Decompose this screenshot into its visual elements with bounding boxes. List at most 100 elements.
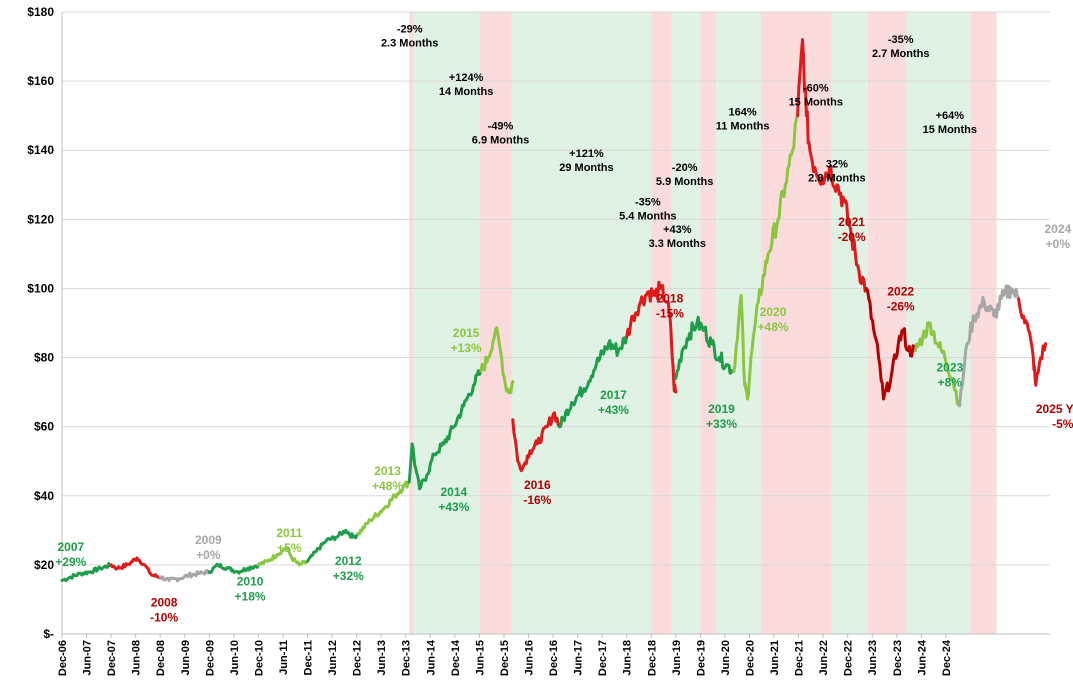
x-tick-label: Dec-22 — [843, 640, 855, 676]
year-label: 2025 YTD-5% — [1036, 402, 1073, 431]
year-label-line: 2013 — [374, 464, 401, 478]
y-axis: $- $20 $40 $60 $80 $100 $120 $140 $160 $180 — [27, 5, 1050, 641]
x-tick-label: Dec-08 — [155, 640, 167, 676]
annotation-line: 164% — [729, 107, 757, 119]
shaded-periods — [409, 12, 997, 634]
annotation-line: 5.4 Months — [619, 211, 676, 223]
series-line-6 — [306, 528, 360, 563]
x-tick-label: Jun-12 — [327, 640, 339, 675]
x-tick-label: Dec-15 — [499, 640, 511, 676]
year-label: 2009 +0% — [195, 533, 222, 562]
series-line-12 — [625, 280, 678, 394]
move-annotation: -35% 5.4 Months — [619, 197, 676, 223]
x-tick-label: Jun-11 — [278, 640, 290, 675]
x-tick-label: Jun-20 — [720, 640, 732, 675]
year-label-line: 2010 — [237, 575, 264, 589]
price-series — [60, 38, 1048, 583]
year-label-line: 2021 — [838, 215, 865, 229]
shaded-period-down — [700, 12, 717, 634]
annotation-line: +43% — [663, 224, 692, 236]
x-tick-label: Jun-21 — [769, 640, 781, 675]
move-annotation: 164% 11 Months — [716, 107, 770, 133]
series-line-13 — [674, 315, 736, 380]
x-tick-label: Jun-19 — [671, 640, 683, 675]
year-label-line: 2025 YTD — [1036, 402, 1073, 416]
move-annotation: -49% 6.9 Months — [472, 120, 529, 146]
move-annotation: +124% 14 Months — [439, 72, 493, 98]
year-label-line: 2022 — [887, 284, 914, 298]
annotation-line: 3.3 Months — [649, 238, 706, 250]
move-annotation: 32% 2.8 Months — [808, 159, 865, 185]
annotation-line: 2.3 Months — [381, 38, 438, 50]
move-annotation: -20% 5.9 Months — [656, 162, 713, 188]
year-label-line: +0% — [196, 548, 221, 562]
annotation-line: -35% — [635, 197, 661, 209]
y-tick-label: $20 — [34, 558, 54, 572]
y-tick-label: $60 — [34, 420, 54, 434]
annotation-line: 15 Months — [789, 96, 843, 108]
x-tick-label: Dec-24 — [941, 639, 953, 676]
y-tick-label: $140 — [27, 143, 54, 157]
year-label-line: +29% — [55, 555, 86, 569]
y-tick-label: $40 — [34, 489, 54, 503]
x-tick-label: Dec-06 — [57, 640, 69, 676]
x-tick-label: Dec-19 — [695, 640, 707, 676]
annotation-line: 5.9 Months — [656, 176, 713, 188]
x-tick-label: Jun-14 — [425, 639, 437, 675]
series-line-4 — [207, 562, 260, 575]
shaded-period-down — [970, 12, 997, 634]
shaded-period-down — [479, 12, 512, 634]
year-label: 2015 +13% — [451, 326, 482, 355]
move-annotation: +43% 3.3 Months — [649, 224, 706, 250]
shaded-period-up — [906, 12, 971, 634]
series-line-1 — [60, 562, 113, 583]
series-line-9 — [479, 326, 515, 395]
x-tick-label: Dec-10 — [253, 640, 265, 676]
annotation-line: 15 Months — [923, 124, 977, 136]
year-label: 2012 +32% — [333, 554, 364, 583]
year-label-line: 2016 — [524, 478, 551, 492]
year-label-line: 2018 — [657, 291, 684, 305]
year-label-line: +43% — [438, 500, 469, 514]
year-label-line: 2024 — [1045, 222, 1072, 236]
year-label-line: 2014 — [441, 485, 468, 499]
year-label-line: 2011 — [276, 526, 302, 540]
year-label: 2024 +0% — [1045, 222, 1072, 251]
year-label: 2008 -10% — [150, 595, 178, 624]
move-annotation: +121% 29 Months — [559, 148, 613, 174]
x-tick-label: Dec-09 — [204, 640, 216, 676]
x-tick-label: Jun-22 — [818, 640, 830, 675]
x-tick-label: Dec-17 — [597, 640, 609, 676]
year-label: 2010 +18% — [235, 575, 266, 604]
annotation-line: -49% — [488, 120, 514, 132]
x-tick-label: Dec-21 — [794, 640, 806, 676]
x-tick-label: Jun-16 — [524, 640, 536, 675]
year-label-line: +5% — [277, 541, 302, 555]
year-label-line: 2007 — [57, 540, 84, 554]
annotation-line: -35% — [888, 34, 914, 46]
year-label: 2016 -16% — [523, 478, 551, 507]
shaded-period-up — [830, 12, 868, 634]
year-label: 2020 +48% — [758, 305, 789, 334]
x-tick-label: Jun-10 — [229, 640, 241, 675]
move-annotation: -29% 2.3 Months — [381, 24, 438, 50]
year-label-line: +48% — [372, 479, 403, 493]
year-label: 2021 -20% — [838, 215, 866, 244]
x-tick-label: Dec-13 — [401, 640, 413, 676]
year-label-line: -10% — [150, 610, 178, 624]
year-label: 2019 +33% — [706, 402, 737, 431]
series-line-19 — [1017, 297, 1048, 387]
year-label-line: 2019 — [708, 402, 735, 416]
annotation-line: 11 Months — [716, 121, 770, 133]
year-label-line: 2008 — [151, 595, 178, 609]
shaded-period-down — [409, 12, 414, 634]
move-annotations: -29% 2.3 Months +124% 14 Months -49% 6.9 Mont… — [381, 24, 977, 250]
y-tick-label: $80 — [34, 351, 54, 365]
shaded-period-down — [760, 12, 831, 634]
series-line-15 — [796, 38, 868, 293]
year-label-line: 2017 — [600, 388, 627, 402]
y-tick-label: $- — [43, 627, 54, 641]
move-annotation: -35% 2.7 Months — [872, 34, 929, 60]
year-label-line: 2012 — [335, 554, 362, 568]
annotation-line: -60% — [803, 82, 829, 94]
